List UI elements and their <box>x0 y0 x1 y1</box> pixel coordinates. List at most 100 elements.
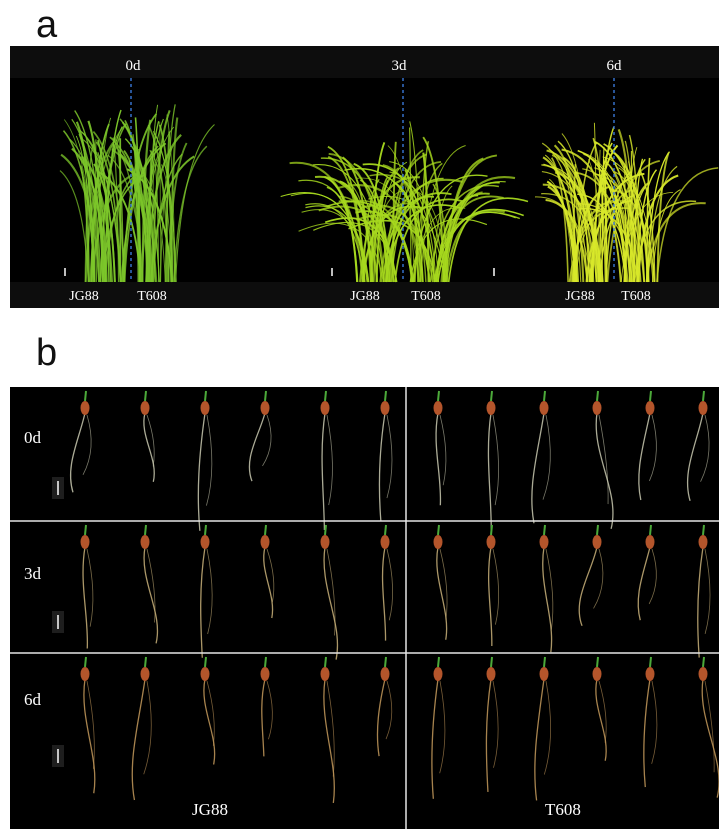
leaf-blade <box>348 219 437 283</box>
cultivar-label-6d-right: T608 <box>621 289 651 304</box>
leaf-blade <box>578 150 635 283</box>
seed <box>645 667 655 681</box>
shoot <box>204 524 207 536</box>
root <box>323 678 335 804</box>
root <box>487 412 492 531</box>
row-label-6d: 6d <box>24 690 42 709</box>
seedling <box>69 390 92 493</box>
seedling <box>643 656 658 788</box>
leaf-blade <box>624 165 627 283</box>
shoot <box>84 656 87 668</box>
panel-a-photo: 0d 3d 6d JG88 T608 JG88 T608 JG88 T608 <box>10 46 719 308</box>
leaf-blade <box>344 168 431 283</box>
leaf-blade <box>432 185 453 283</box>
seed <box>592 401 602 415</box>
seed <box>433 535 443 549</box>
leaf-blade <box>593 140 639 283</box>
root <box>435 412 442 506</box>
cultivar-label-6d-left: JG88 <box>565 289 595 304</box>
shoot <box>543 656 546 668</box>
shoot <box>543 524 546 536</box>
shoot <box>384 390 387 402</box>
shoot <box>144 656 147 668</box>
leaf-blade <box>141 172 166 283</box>
seedling <box>320 656 335 804</box>
lateral-root <box>146 414 155 467</box>
seedling <box>140 524 159 644</box>
leaf-blade <box>305 205 370 283</box>
root <box>436 546 448 640</box>
shoot <box>144 524 147 536</box>
shoot <box>702 656 705 668</box>
leaf-blade <box>561 148 622 283</box>
root <box>697 546 704 658</box>
seed <box>80 401 90 415</box>
seed <box>486 535 496 549</box>
cultivar-label-0d-right: T608 <box>137 289 167 304</box>
seed <box>380 535 390 549</box>
seed <box>645 401 655 415</box>
seed <box>486 401 496 415</box>
lateral-root <box>649 414 657 482</box>
seedling <box>140 390 155 482</box>
leaf-blade <box>534 196 592 283</box>
lateral-root <box>700 414 710 482</box>
root <box>381 546 387 641</box>
panel-a-header-band <box>10 46 719 78</box>
leaf-blade <box>59 170 89 283</box>
leaf-blade <box>75 121 96 283</box>
root <box>69 412 86 493</box>
seed <box>380 401 390 415</box>
leaf-blade <box>646 151 671 283</box>
leaf-blade <box>151 160 155 283</box>
seedling <box>80 656 96 794</box>
leaf-blade <box>548 148 588 283</box>
seedling <box>131 656 152 801</box>
leaf-blade <box>422 136 445 283</box>
t608-plant-6d <box>561 129 719 283</box>
root <box>200 546 206 658</box>
leaf-blade <box>95 166 107 283</box>
root <box>131 678 146 801</box>
shoot <box>437 656 440 668</box>
seedling <box>592 390 614 529</box>
t608-plant-3d <box>326 121 529 283</box>
root <box>595 678 607 761</box>
shoot <box>264 656 267 668</box>
shoot <box>490 524 493 536</box>
shoot <box>490 390 493 402</box>
lateral-root <box>439 414 447 486</box>
seedling <box>376 656 393 757</box>
root <box>376 678 386 757</box>
root <box>261 678 266 757</box>
leaf-blade <box>342 156 372 283</box>
root <box>595 412 614 529</box>
seed <box>698 535 708 549</box>
root <box>203 678 216 765</box>
shoot <box>437 390 440 402</box>
seedling <box>637 524 657 621</box>
plant-pair-6d <box>493 78 719 283</box>
leaf-blade <box>71 118 102 283</box>
lateral-root <box>206 548 213 635</box>
seed <box>200 667 210 681</box>
shoot <box>384 524 387 536</box>
seed <box>200 535 210 549</box>
root <box>263 546 274 619</box>
root <box>431 678 439 799</box>
shoot <box>596 656 599 668</box>
lateral-root <box>86 548 94 627</box>
leaf-blade <box>151 110 171 283</box>
shoot <box>649 656 652 668</box>
cell-t608-6d <box>431 656 719 801</box>
row-label-0d: 0d <box>24 428 42 447</box>
lateral-root <box>206 680 215 746</box>
leaf-blade <box>289 161 364 283</box>
leaf-blade <box>598 149 601 283</box>
leaf-blade <box>611 188 655 283</box>
cell-jg88-3d <box>52 524 394 660</box>
seed <box>592 535 602 549</box>
leaf-blade <box>75 135 94 283</box>
leaf-blade <box>447 197 529 283</box>
leaf-blade <box>628 134 641 283</box>
